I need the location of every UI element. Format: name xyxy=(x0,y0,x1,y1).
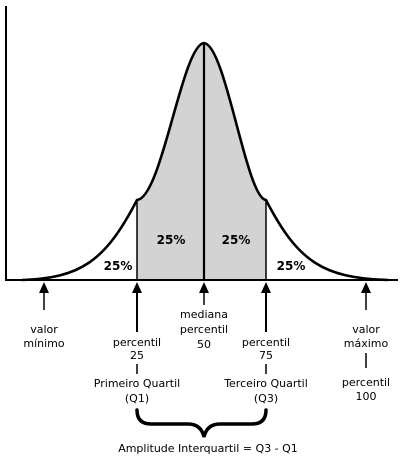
q3-percentile-value: 75 xyxy=(259,349,273,362)
bell-curve xyxy=(21,41,389,282)
maximum-marker: valor máximo percentil 100 xyxy=(342,282,390,403)
q3-quartile-name: Terceiro Quartil xyxy=(223,377,308,390)
median-percentile-label: percentil xyxy=(180,323,228,336)
q3-arrowhead xyxy=(261,282,271,293)
median-to-q3-percent-label: 25% xyxy=(222,233,251,247)
median-label: mediana xyxy=(180,308,228,321)
q1-marker: percentil 25 Primeiro Quartil (Q1) xyxy=(94,282,180,405)
minimum-label-line1: valor xyxy=(30,323,58,336)
interquartile-shaded-area xyxy=(137,43,266,280)
q1-percentile-label: percentil xyxy=(113,336,161,349)
upper-tail-percent-label: 25% xyxy=(277,259,306,273)
iqr-curly-brace xyxy=(135,408,268,438)
minimum-label-line2: mínimo xyxy=(23,337,65,350)
median-arrowhead xyxy=(199,282,209,293)
median-marker: mediana percentil 50 xyxy=(180,282,228,351)
q3-percentile-label: percentil xyxy=(242,336,290,349)
minimum-marker: valor mínimo xyxy=(23,282,65,350)
minimum-arrowhead xyxy=(39,282,49,293)
maximum-percentile-value: 100 xyxy=(356,390,377,403)
q1-quartile-code: (Q1) xyxy=(125,392,149,405)
median-percentile-value: 50 xyxy=(197,338,211,351)
maximum-label-line2: máximo xyxy=(344,337,389,350)
maximum-label-line1: valor xyxy=(352,323,380,336)
maximum-percentile-label: percentil xyxy=(342,376,390,389)
maximum-arrowhead xyxy=(361,282,371,293)
q3-marker: percentil 75 Terceiro Quartil (Q3) xyxy=(223,282,308,405)
q1-to-median-percent-label: 25% xyxy=(157,233,186,247)
q3-quartile-code: (Q3) xyxy=(254,392,278,405)
q1-arrowhead xyxy=(132,282,142,293)
lower-tail-percent-label: 25% xyxy=(104,259,133,273)
q1-quartile-name: Primeiro Quartil xyxy=(94,377,180,390)
q1-percentile-value: 25 xyxy=(130,349,144,362)
iqr-formula-label: Amplitude Interquartil = Q3 - Q1 xyxy=(118,442,298,455)
